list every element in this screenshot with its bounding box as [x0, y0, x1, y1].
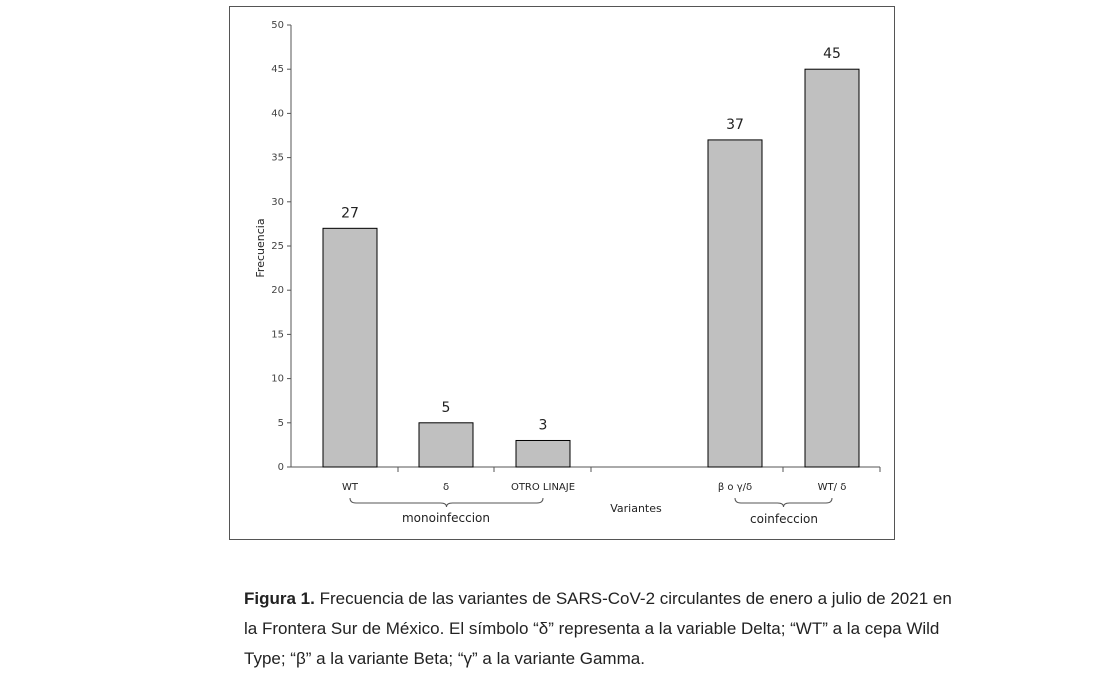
y-tick-label: 35	[271, 153, 284, 164]
caption-figure-number: Figura 1.	[244, 589, 315, 608]
caption-line-3: Type; “β” a la variante Beta; “γ” a la v…	[244, 649, 645, 668]
x-axis-title: Variantes	[610, 502, 662, 515]
category-groups: monoinfeccion coinfeccion	[349, 497, 833, 526]
bar	[322, 227, 378, 468]
x-tick-label: δ	[443, 482, 449, 493]
y-tick-label: 10	[271, 374, 284, 385]
group-bracket	[349, 497, 544, 508]
y-tick-label: 0	[278, 462, 284, 473]
y-tick-label: 25	[271, 241, 284, 252]
data-label: 27	[341, 205, 359, 221]
y-tick-label: 30	[271, 197, 284, 208]
caption-line-1: Figura 1. Frecuencia de las variantes de…	[244, 584, 1084, 614]
x-tick-label: OTRO LINAJE	[511, 482, 575, 493]
y-tick-label: 15	[271, 329, 284, 340]
y-tick-label: 45	[271, 64, 284, 75]
bar	[515, 439, 571, 468]
data-label: 37	[726, 117, 744, 133]
x-tick-label: WT	[342, 482, 359, 493]
group-bracket	[734, 497, 833, 508]
data-label: 3	[539, 417, 548, 433]
data-label: 5	[442, 400, 451, 416]
figure-caption: Figura 1. Frecuencia de las variantes de…	[244, 584, 1084, 674]
x-axis-categories: WT δ OTRO LINAJE β o γ/δ WT/ δ	[342, 467, 881, 493]
data-label: 45	[823, 46, 841, 62]
x-tick-label: β o γ/δ	[718, 482, 752, 493]
bar	[804, 68, 860, 468]
caption-line-2: la Frontera Sur de México. El símbolo “δ…	[244, 619, 940, 638]
bar-chart: 0 5 10 15 20 25 30 35 40 45 50 27 5 3 37 45 WT δ OTRO LI…	[254, 20, 881, 526]
y-tick-label: 40	[271, 108, 284, 119]
bar	[707, 139, 763, 468]
caption-text-1: Frecuencia de las variantes de SARS-CoV-…	[314, 589, 952, 608]
y-tick-label: 5	[278, 418, 284, 429]
chart-axes	[290, 25, 880, 468]
bar	[418, 422, 474, 468]
group-label: monoinfeccion	[402, 511, 490, 525]
x-tick-label: WT/ δ	[818, 482, 847, 493]
y-tick-label: 20	[271, 285, 284, 296]
group-label: coinfeccion	[750, 512, 818, 526]
bars: 27 5 3 37 45	[322, 46, 860, 468]
y-axis-title: Frecuencia	[254, 218, 267, 277]
figure-frame	[229, 6, 895, 540]
y-tick-label: 50	[271, 20, 284, 31]
y-axis-ticks: 0 5 10 15 20 25 30 35 40 45 50	[271, 20, 291, 473]
